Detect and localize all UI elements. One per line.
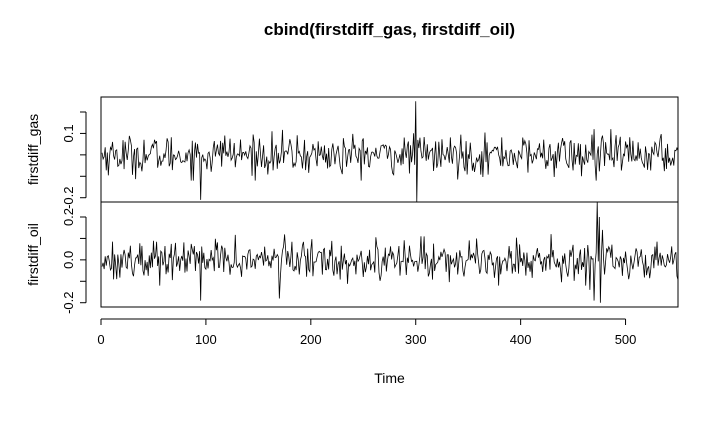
x-tick-label-5: 500 [615, 332, 637, 347]
series-line-firstdiff_gas [101, 101, 679, 203]
y-tick-label-firstdiff_oil-0: -0.2 [61, 292, 76, 314]
x-tick-label-2: 200 [300, 332, 322, 347]
y-axis-label-firstdiff_oil: firstdiff_oil [25, 223, 41, 286]
panel-frame-firstdiff_oil [100, 201, 679, 308]
x-tick-label-0: 0 [97, 332, 104, 347]
panel-firstdiff_gas: -0.2 0.1 firstdiff_gas [25, 96, 679, 209]
y-axis-label-firstdiff_gas: firstdiff_gas [25, 114, 41, 185]
x-axis: 0 100 200 300 400 500 Time [97, 318, 637, 386]
y-tick-label-firstdiff_oil-2: 0.2 [61, 208, 76, 226]
chart-title: cbind(firstdiff_gas, firstdiff_oil) [264, 20, 515, 39]
series-line-firstdiff_oil [101, 201, 679, 303]
x-tick-label-1: 100 [195, 332, 217, 347]
x-tick-label-3: 300 [405, 332, 427, 347]
plot-layer: -0.2 0.1 firstdiff_gas -0.2 0.0 0.2 firstdiff_… [25, 96, 679, 386]
y-tick-label-firstdiff_gas-0: -0.2 [61, 187, 76, 209]
y-tick-label-firstdiff_oil-1: 0.0 [61, 251, 76, 269]
y-tick-label-firstdiff_gas-1: 0.1 [61, 124, 76, 142]
x-axis-label: Time [374, 370, 405, 386]
panel-firstdiff_oil: -0.2 0.0 0.2 firstdiff_oil [25, 201, 679, 314]
x-tick-label-4: 400 [510, 332, 532, 347]
